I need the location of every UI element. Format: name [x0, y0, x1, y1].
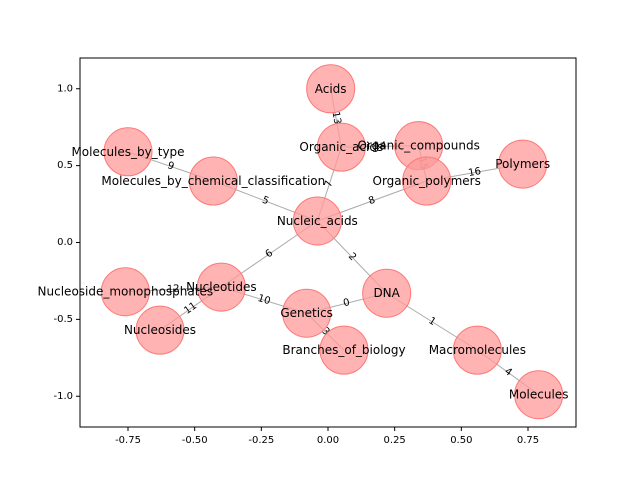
node-circle — [292, 196, 342, 246]
y-tick-label: 0.5 — [57, 160, 73, 171]
edge-label: 5 — [260, 195, 270, 208]
edge-label: 10 — [256, 293, 271, 307]
edge-label: 4 — [502, 366, 514, 379]
node-circle — [514, 370, 564, 420]
node-circle — [196, 262, 246, 312]
edge-label: 7 — [323, 179, 335, 188]
y-tick-label: -0.5 — [53, 314, 73, 325]
edge-label: 1 — [426, 315, 437, 328]
x-tick-label: 0.00 — [317, 435, 339, 446]
node-label: Organic_compounds — [357, 139, 479, 153]
node-label: Organic_acids — [299, 140, 383, 154]
node-label: Macromolecules — [429, 343, 526, 357]
node-circle — [319, 325, 369, 375]
edge-label: 13 — [329, 111, 342, 125]
y-tick-label: 1.0 — [57, 83, 73, 94]
edge-label: 6 — [264, 248, 275, 261]
x-axis: -0.75 -0.50 -0.25 0.00 0.25 0.50 0.75 — [115, 427, 539, 446]
edge-label: 16 — [467, 166, 481, 179]
node-circle — [188, 156, 238, 206]
node-circle — [402, 156, 452, 206]
node-circle — [135, 305, 185, 355]
edge-label: 14 — [374, 141, 387, 152]
x-tick-label: -0.75 — [115, 435, 141, 446]
node-label: Nucleic_acids — [277, 214, 358, 228]
node-label: Acids — [315, 82, 347, 96]
y-tick-label: -1.0 — [53, 391, 73, 402]
x-tick-label: 0.50 — [450, 435, 472, 446]
node-circle — [316, 122, 366, 172]
node-label: Branches_of_biology — [282, 343, 405, 357]
x-tick-label: -0.50 — [182, 435, 208, 446]
node-label: Polymers — [495, 157, 550, 171]
node-label: Nucleotides — [186, 280, 257, 294]
edge-label: 12 — [167, 284, 180, 296]
y-tick-label: 0.0 — [57, 237, 73, 248]
y-axis: -1.0 -0.5 0.0 0.5 1.0 — [53, 83, 80, 402]
node-label: Organic_polymers — [373, 174, 481, 188]
node-label: DNA — [373, 286, 400, 300]
node-circle — [282, 288, 332, 338]
node-circle — [100, 267, 150, 317]
node-circle — [306, 64, 356, 114]
node-label: Genetics — [280, 306, 333, 320]
x-tick-label: 0.75 — [517, 435, 539, 446]
node-circle — [498, 139, 548, 189]
edge-label: 9 — [166, 160, 176, 172]
node-circle — [103, 127, 153, 177]
node-circle — [362, 268, 412, 318]
x-tick-label: -0.25 — [248, 435, 274, 446]
x-tick-label: 0.25 — [384, 435, 406, 446]
node-label: Molecules_by_type — [71, 145, 184, 159]
nodes-layer — [100, 64, 564, 420]
edge-label: 8 — [367, 195, 377, 208]
node-label: Nucleosides — [124, 323, 196, 337]
node-circle — [452, 325, 502, 375]
edge-label: 0 — [342, 297, 351, 309]
node-label: Nucleoside_monophosphates — [38, 285, 214, 299]
node-label: Molecules — [509, 388, 569, 402]
node-label: Molecules_by_chemical_classification — [101, 174, 325, 188]
